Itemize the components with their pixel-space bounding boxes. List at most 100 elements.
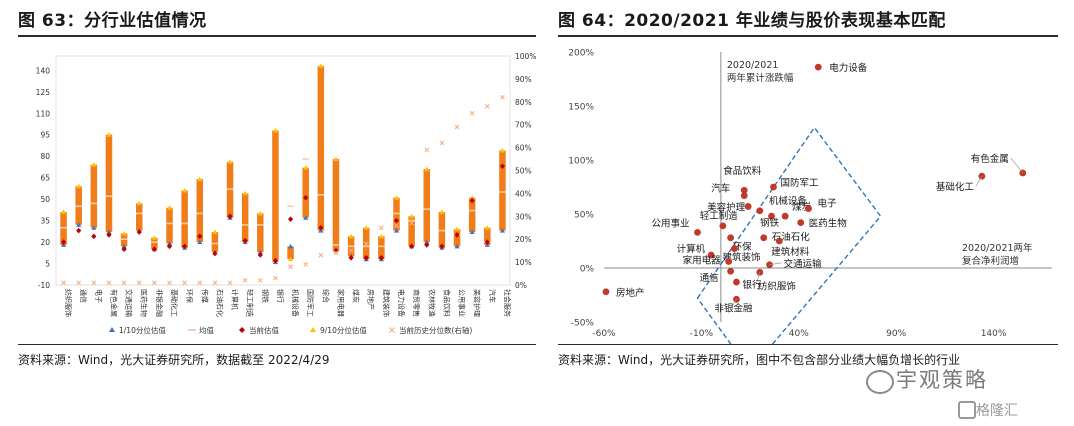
label-leader: [1010, 157, 1024, 174]
y-tick-label: 50%: [574, 211, 594, 221]
category-label: 房地产: [367, 289, 376, 310]
category-label: 医药生物: [140, 289, 149, 317]
category-label: 基础化工: [170, 289, 179, 317]
range-bar: [181, 190, 188, 248]
y-tick-label: 95: [40, 131, 50, 140]
range-bar: [423, 169, 431, 243]
percentile-marker: [91, 280, 97, 286]
scatter-point: [744, 203, 752, 210]
legend-swatch: [310, 327, 316, 332]
low-decile-marker: [499, 228, 506, 233]
scatter-chart: -50% 0% 50% 100% 150% 200% -60% -10% 40% 90% 140% 2…: [568, 49, 1052, 345]
scatter-point: [805, 205, 812, 213]
current-valuation-marker: [60, 239, 67, 245]
plot-frame: [55, 55, 511, 286]
mean-mark: [151, 241, 158, 243]
percentile-marker: [242, 278, 248, 283]
left-source-note: 资料来源：Wind，光大证券研究所，数据截至 2022/4/29: [18, 353, 330, 367]
y2-tick-label: 40%: [515, 189, 532, 198]
scatter-point: [707, 251, 715, 259]
scatter-point: [770, 183, 777, 191]
point-label: 轻工制造: [700, 210, 739, 222]
high-decile-marker: [151, 235, 157, 240]
category-label: 煤炭: [352, 289, 361, 303]
x-tick-label: 140%: [981, 329, 1007, 339]
percentile-marker: [121, 280, 127, 286]
high-decile-marker: [484, 225, 490, 230]
mean-mark: [302, 158, 309, 160]
current-valuation-marker: [272, 257, 279, 264]
high-decile-marker: [393, 195, 400, 200]
y-tick-label: -50%: [571, 319, 595, 329]
low-decile-marker: [454, 243, 460, 249]
point-label: 建筑装饰: [723, 252, 761, 264]
point-label: 电子: [818, 198, 838, 210]
high-decile-marker: [454, 226, 460, 232]
current-valuation-marker: [318, 224, 324, 231]
y-axis-title-line1: 2020/2021: [727, 60, 779, 71]
legend-swatch: [109, 327, 115, 332]
category-label: 非银金融: [155, 289, 164, 317]
watermark-account: 宇观策略: [896, 368, 988, 392]
high-decile-marker: [121, 230, 127, 236]
percentile-marker: [454, 124, 460, 130]
valuation-chart: -10 5 20 35 50 65 80 95 110 125 140 0% 10% 20% 30% 40% 5…: [36, 52, 537, 335]
current-valuation-marker: [91, 233, 97, 240]
category-label: 交通运输: [125, 289, 134, 317]
category-label: 通信: [79, 289, 88, 303]
current-valuation-marker: [242, 237, 248, 244]
current-valuation-marker: [469, 197, 475, 204]
mean-mark: [105, 195, 113, 198]
scatter-point: [602, 288, 610, 296]
y-tick-label: 100%: [568, 157, 594, 167]
mean-mark: [423, 208, 431, 210]
low-decile-marker: [121, 243, 127, 249]
mean-mark: [120, 238, 128, 240]
y2-tick-label: 70%: [515, 121, 532, 130]
current-valuation-marker: [197, 233, 203, 240]
category-label: 食品饮料: [442, 289, 451, 317]
percentile-marker: [409, 220, 415, 226]
range-bar: [257, 213, 264, 253]
current-valuation-marker: [499, 163, 506, 170]
label-leader: [975, 176, 983, 187]
percentile-marker: [167, 280, 172, 286]
mean-mark: [347, 245, 355, 248]
high-decile-marker: [197, 176, 203, 182]
y-tick-label: 125: [36, 88, 51, 97]
current-valuation-marker: [424, 242, 430, 248]
point-label: 医药生物: [809, 218, 848, 230]
range-bar: [378, 236, 385, 260]
high-decile-marker: [287, 256, 294, 262]
y-tick-label: 0%: [580, 265, 595, 275]
point-label: 国防军工: [780, 177, 819, 189]
range-bar: [317, 66, 325, 231]
percentile-marker: [288, 264, 293, 270]
mean-mark: [393, 212, 400, 215]
high-decile-marker: [212, 229, 218, 235]
percentile-marker: [318, 252, 324, 258]
mean-mark: [90, 202, 98, 205]
high-decile-marker: [166, 205, 173, 210]
category-label: 国防军工: [306, 289, 315, 317]
percentile-marker: [333, 250, 339, 256]
high-decile-marker: [91, 162, 97, 167]
category-label: 公用事业: [458, 289, 467, 317]
percentile-marker: [151, 280, 157, 286]
point-label: 通信: [700, 272, 719, 284]
low-decile-marker: [393, 228, 400, 233]
high-decile-marker: [333, 156, 339, 162]
legend-label: 当前历史分位数(右轴): [399, 325, 472, 335]
y-tick-label: 110: [36, 109, 51, 118]
scatter-point: [740, 192, 748, 200]
percentile-marker: [61, 280, 66, 286]
category-label: 钢铁: [261, 289, 270, 303]
range-bar: [135, 203, 143, 231]
high-decile-marker: [272, 127, 279, 133]
mean-mark: [287, 205, 294, 208]
percentile-marker: [273, 275, 278, 281]
x-tick-label: 90%: [886, 329, 906, 339]
percentile-marker: [348, 248, 354, 254]
high-decile-marker: [106, 132, 112, 137]
scatter-point: [727, 267, 735, 275]
